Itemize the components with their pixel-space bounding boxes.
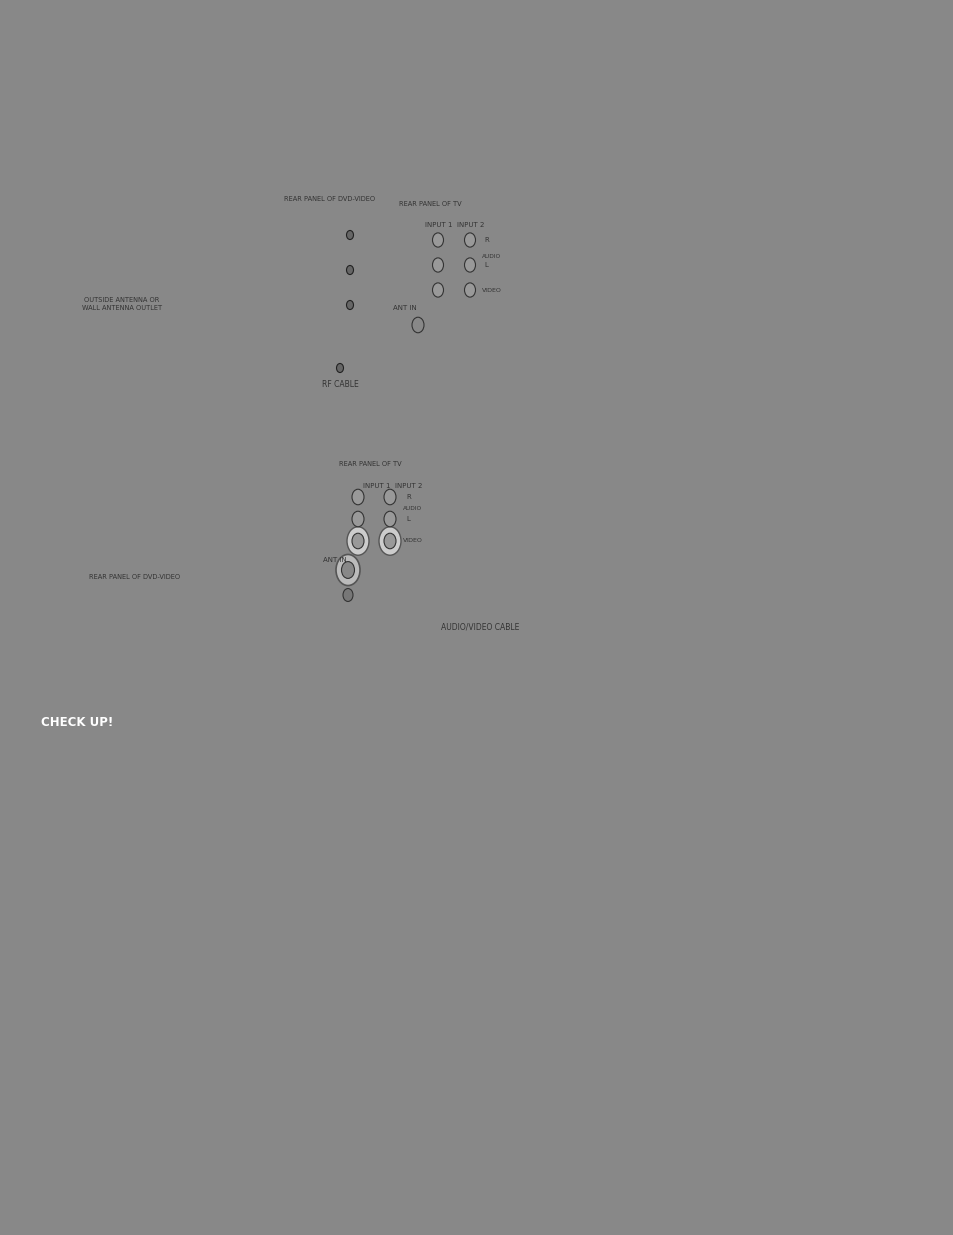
Circle shape [352,534,364,548]
Bar [0,35,953,95]
Circle shape [240,534,253,551]
Circle shape [120,521,130,532]
Bar [65,462,250,471]
Text: - Out: A jack used to send signal of this unit to other units.: - Out: A jack used to send signal of thi… [42,820,389,832]
Text: AUDIO: AUDIO [402,506,421,511]
Circle shape [341,562,355,578]
Text: (Use OUTPUT button in this REMOTE  to select video mode.): (Use OUTPUT button in this REMOTE to sel… [42,847,395,860]
Circle shape [347,505,369,534]
Circle shape [432,283,443,298]
Bar [154,212,177,249]
Circle shape [106,557,114,569]
Bar [285,190,375,203]
Circle shape [161,226,171,238]
Circle shape [464,283,475,298]
Circle shape [346,300,354,310]
Bar [70,282,174,310]
Text: REAR PANEL OF TV: REAR PANEL OF TV [338,461,401,467]
Text: AUDIO IN jack in TV with connecting cable of Audio/Video jack.: AUDIO IN jack in TV with connecting cabl… [38,668,418,680]
Text: OUTSIDE ANTENNA OR
WALL ANTENNA OUTLET: OUTSIDE ANTENNA OR WALL ANTENNA OUTLET [82,296,162,311]
Circle shape [428,227,448,253]
Circle shape [343,226,356,245]
Text: CATV: Broadcasting is transmitted with cable from broadcasting station by contra: CATV: Broadcasting is transmitted with c… [42,766,659,779]
Circle shape [384,511,395,527]
Circle shape [459,252,479,278]
Text: INPUT 1  INPUT 2: INPUT 1 INPUT 2 [425,222,484,228]
Circle shape [378,527,400,556]
Circle shape [459,227,479,253]
Circle shape [347,483,369,511]
Circle shape [407,311,429,340]
Circle shape [38,158,46,167]
Circle shape [384,534,395,548]
Text: CHANNEL SET  screen in VCR operation.: CHANNEL SET screen in VCR operation. [68,120,304,133]
Text: VIDEO: VIDEO [402,538,422,543]
Text: INPUT 1  INPUT 2: INPUT 1 INPUT 2 [363,483,422,489]
Bar [317,454,468,585]
Text: L: L [406,516,410,522]
Text: VIDEO: VIDEO [481,288,501,293]
Text: ANT IN: ANT IN [393,305,416,311]
Circle shape [412,317,423,332]
Text: Connect with Audio/Video terminal, you can enjoy more clear video and audio.: Connect with Audio/Video terminal, you c… [42,834,506,846]
Circle shape [91,540,99,551]
Circle shape [347,527,369,556]
Bar [75,567,194,580]
Bar [38,713,116,731]
Text: 3. (If there is AUDIO/VIDEO INPUT jack in TV): 3. (If there is AUDIO/VIDEO INPUT jack i… [38,642,301,655]
Circle shape [332,358,348,378]
Text: AUDIO: AUDIO [481,254,500,259]
Text: UHF: 14~69 channels of TV: UHF: 14~69 channels of TV [42,752,203,766]
Circle shape [336,363,343,373]
Text: In the initial SET, exclusive channel for video is set to CH 3. To change this s: In the initial SET, exclusive channel fo… [55,107,617,120]
Text: RF CABLE: RF CABLE [321,380,358,389]
Text: ANT IN: ANT IN [323,557,346,563]
Text: $: $ [202,251,208,261]
Circle shape [352,489,364,505]
Text: 1. Remove circular cable (RF cable) (surplus cable) plugged in  ANT.IN  Jack in : 1. Remove circular cable (RF cable) (sur… [38,393,673,406]
Circle shape [459,277,479,303]
Circle shape [432,258,443,272]
Text: 2. Connect TV to DVD-Video. Connect  RF OUT  jack in DVD-Video with  ANT.IN  jac: 2. Connect TV to DVD-Video. Connect RF O… [38,421,648,433]
Bar [150,597,162,606]
Circle shape [335,555,359,585]
Circle shape [240,553,253,571]
Circle shape [36,154,48,169]
Bar [323,454,417,467]
Circle shape [240,513,253,531]
Bar [35,447,720,627]
Circle shape [464,258,475,272]
Circle shape [91,521,99,532]
Circle shape [428,277,448,303]
Bar [35,178,720,378]
Circle shape [378,505,400,534]
Text: VHF: 2 ~13 channels of TV: VHF: 2 ~13 channels of TV [42,739,198,752]
Bar [38,133,47,142]
Text: R: R [406,494,411,500]
Text: Select VCR mode by pressing TV/INPUT button in TV, you can view more clear scree: Select VCR mode by pressing TV/INPUT but… [38,680,648,694]
Circle shape [75,557,85,569]
Bar [385,205,539,350]
Circle shape [120,540,130,551]
Text: REAR PANEL OF TV: REAR PANEL OF TV [398,201,461,207]
Circle shape [91,557,99,569]
Text: Connect VIDEO OUT jack in DVD-Video to VIDEO IN jack in TV, and AUDIO OUT jack i: Connect VIDEO OUT jack in DVD-Video to V… [38,655,634,668]
Text: 14: 14 [468,1210,485,1224]
Bar [38,103,47,112]
Circle shape [343,296,356,314]
Circle shape [346,266,354,274]
Text: R: R [483,237,488,243]
Text: - In: A jack used to receive signal required in this unit from other units.: - In: A jack used to receive signal requ… [42,806,461,820]
Bar [95,588,143,601]
Bar [60,462,254,610]
Circle shape [343,261,356,279]
Text: L: L [483,262,487,268]
Bar [68,427,208,513]
Text: connection with RF cable only.: connection with RF cable only. [38,694,228,706]
